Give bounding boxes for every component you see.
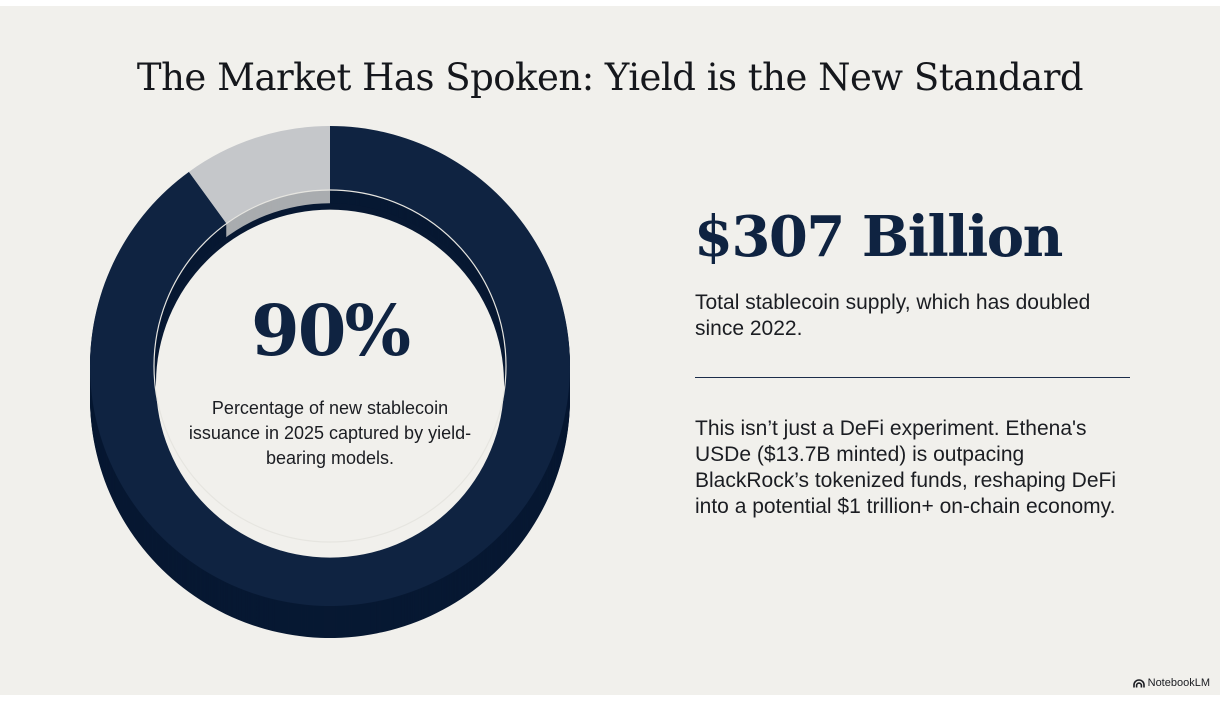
supply-stat-description: Total stablecoin supply, which has doubl… <box>695 291 1091 340</box>
section-divider <box>695 377 1130 378</box>
watermark-label: NotebookLM <box>1147 677 1210 689</box>
donut-center-label: Percentage of new stablecoin issuance in… <box>188 398 472 468</box>
supply-stat-value: $307 Billion <box>694 204 1063 270</box>
donut-hole-rim <box>153 189 507 543</box>
donut-center-value: 90% <box>251 289 411 372</box>
notebooklm-logo-icon <box>1132 678 1145 687</box>
slide-title: The Market Has Spoken: Yield is the New … <box>136 56 1084 99</box>
donut-hole <box>156 209 504 558</box>
notebooklm-watermark: NotebookLM <box>1132 677 1210 689</box>
donut-slice-2 <box>188 126 330 224</box>
market-commentary: This isn’t just a DeFi experiment. Ethen… <box>695 417 1116 518</box>
donut-chart <box>89 126 570 638</box>
slide: The Market Has Spoken: Yield is the New … <box>0 6 1220 695</box>
